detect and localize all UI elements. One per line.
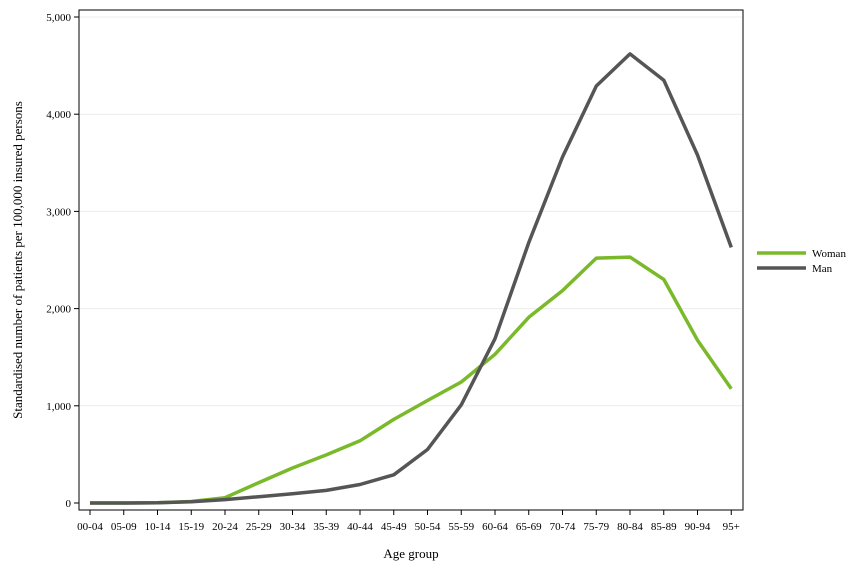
x-tick-label: 70-74 [550,521,576,533]
x-tick-label: 80-84 [617,521,643,533]
x-tick-label: 05-09 [111,521,137,533]
x-tick-label: 60-64 [482,521,508,533]
legend-label-woman: Woman [812,248,846,260]
y-axis-title: Standardised number of patients per 100,… [10,101,25,419]
x-tick-label: 35-39 [313,521,339,533]
x-tick-label: 75-79 [583,521,609,533]
x-tick-label: 30-34 [280,521,306,533]
x-axis-ticks: 00-04 05-09 10-14 15-19 20-24 25-29 30-34 35-39… [77,510,740,533]
x-tick-label: 20-24 [212,521,238,533]
y-axis-ticks: 0 1,000 2,000 3,000 4,000 5,000 [46,12,79,510]
x-tick-label: 95+ [723,521,740,533]
x-tick-label: 40-44 [347,521,373,533]
y-tick-label: 4,000 [46,109,71,121]
x-tick-label: 25-29 [246,521,272,533]
gridlines [80,16,742,407]
y-tick-label: 5,000 [46,12,71,24]
y-tick-label: 3,000 [46,206,71,218]
y-tick-label: 2,000 [46,304,71,316]
plot-frame [78,9,744,511]
x-tick-label: 85-89 [651,521,677,533]
x-tick-label: 10-14 [145,521,171,533]
x-tick-label: 50-54 [415,521,441,533]
y-tick-label: 0 [66,498,72,510]
legend-label-man: Man [812,263,833,275]
series-lines [90,52,733,505]
x-tick-label: 90-94 [685,521,711,533]
x-tick-label: 45-49 [381,521,407,533]
x-tick-label: 55-59 [448,521,474,533]
y-tick-label: 1,000 [46,401,71,413]
x-tick-label: 65-69 [516,521,542,533]
x-axis-title: Age group [383,546,438,561]
series-line-man [90,52,733,505]
x-tick-label: 15-19 [178,521,204,533]
x-tick-label: 00-04 [77,521,103,533]
legend: Woman Man [757,248,846,275]
